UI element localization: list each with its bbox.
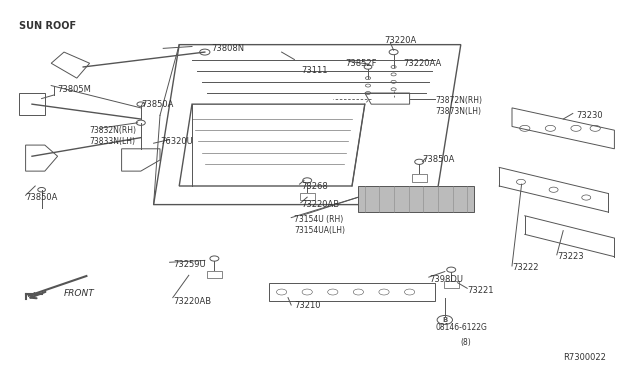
Text: 73220AB: 73220AB <box>301 200 339 209</box>
Text: 73210: 73210 <box>294 301 321 310</box>
Bar <box>412 174 427 182</box>
Text: 73220AB: 73220AB <box>173 297 211 306</box>
Text: 73221: 73221 <box>467 286 493 295</box>
Text: 73259U: 73259U <box>173 260 205 269</box>
Text: 7398DU: 7398DU <box>429 275 463 283</box>
Text: B: B <box>442 317 447 323</box>
Text: 73268: 73268 <box>301 182 328 190</box>
Text: 73808N: 73808N <box>211 44 244 53</box>
Text: 73220A: 73220A <box>384 36 416 45</box>
Polygon shape <box>358 186 474 212</box>
Text: 73154UA(LH): 73154UA(LH) <box>294 226 346 235</box>
Text: 73850A: 73850A <box>422 155 455 164</box>
Text: FRONT: FRONT <box>64 289 95 298</box>
Bar <box>444 281 459 288</box>
Text: R7300022: R7300022 <box>563 353 606 362</box>
Text: 73850A: 73850A <box>26 193 58 202</box>
Text: 73154U (RH): 73154U (RH) <box>294 215 344 224</box>
Text: 73850A: 73850A <box>141 100 173 109</box>
Text: 73230: 73230 <box>576 111 603 120</box>
Text: 76320U: 76320U <box>160 137 193 146</box>
Text: 73222: 73222 <box>512 263 538 272</box>
Text: 73223: 73223 <box>557 252 584 261</box>
Text: 73852F: 73852F <box>346 59 377 68</box>
Bar <box>300 193 315 200</box>
Bar <box>207 271 222 278</box>
Text: 73220AA: 73220AA <box>403 59 442 68</box>
Text: 73872N(RH): 73872N(RH) <box>435 96 482 105</box>
Text: 73805M: 73805M <box>58 85 92 94</box>
Text: 73111: 73111 <box>301 66 327 75</box>
Text: 73833N(LH): 73833N(LH) <box>90 137 136 146</box>
Text: 73832N(RH): 73832N(RH) <box>90 126 136 135</box>
Text: (8): (8) <box>461 338 472 347</box>
Text: SUN ROOF: SUN ROOF <box>19 21 76 31</box>
Text: 08146-6122G: 08146-6122G <box>435 323 487 332</box>
Text: 73873N(LH): 73873N(LH) <box>435 107 481 116</box>
